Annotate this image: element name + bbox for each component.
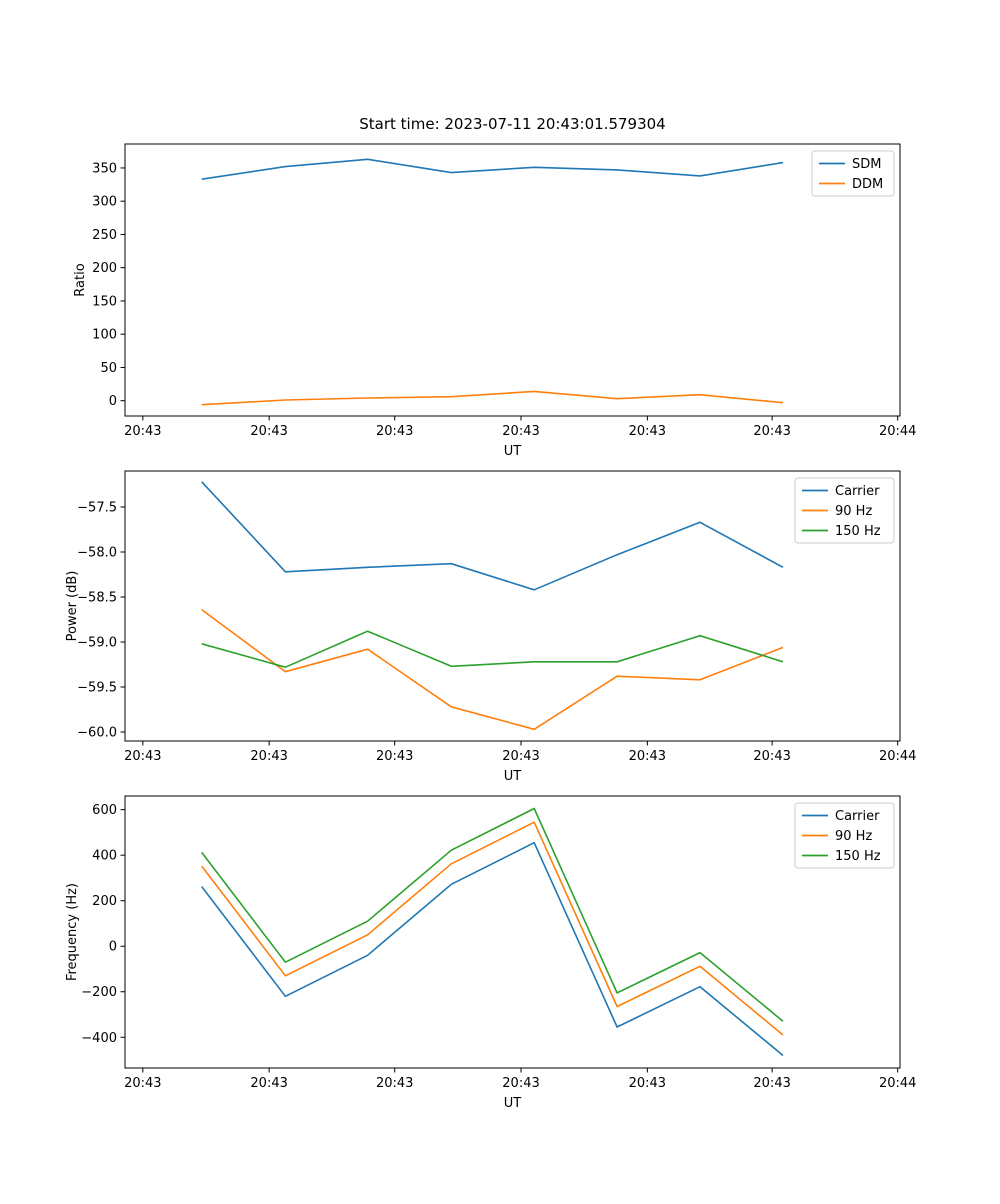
x-axis-label-ut-middle: UT (504, 769, 522, 784)
x-tick-label: 20:43 (250, 424, 287, 439)
series-line-90-hz (201, 608, 784, 731)
legend-label: DDM (852, 177, 883, 192)
x-tick-label: 20:43 (376, 1076, 413, 1091)
y-tick-label: 400 (92, 849, 117, 864)
series-line-ddm (201, 390, 784, 406)
x-tick-label: 20:43 (629, 749, 666, 764)
x-tick-label: 20:43 (502, 1076, 539, 1091)
x-tick-label: 20:43 (629, 1076, 666, 1091)
y-tick-label: 600 (92, 803, 117, 818)
series-line-150-hz (201, 630, 784, 669)
series-line-carrier (201, 481, 784, 591)
x-tick-label: 20:43 (502, 749, 539, 764)
series-line-sdm (201, 158, 784, 180)
x-tick-label: 20:43 (124, 749, 161, 764)
legend-label: Carrier (835, 484, 880, 499)
x-tick-label: 20:43 (250, 749, 287, 764)
y-tick-label: −59.0 (77, 636, 117, 651)
series-line-90-hz (201, 821, 784, 1036)
x-axis-label-ut-top: UT (504, 444, 522, 459)
y-tick-label: −60.0 (77, 726, 117, 741)
x-tick-label: 20:44 (879, 424, 916, 439)
legend-box (794, 477, 895, 544)
y-tick-label: 200 (92, 261, 117, 276)
y-tick-label: 100 (92, 328, 117, 343)
x-tick-label: 20:43 (250, 1076, 287, 1091)
y-tick-label: 0 (109, 394, 117, 409)
y-tick-label: 350 (92, 161, 117, 176)
y-tick-label: 300 (92, 195, 117, 210)
legend-box (794, 802, 895, 869)
x-tick-label: 20:43 (124, 1076, 161, 1091)
y-tick-label: −57.5 (77, 501, 117, 516)
y-tick-label: −400 (81, 1031, 117, 1046)
legend-box (811, 150, 895, 197)
subplot-ratio: 0 50 100 150 200 250 300 350 20:43 20:43 20:43 20:4… (92, 143, 916, 439)
y-tick-label: −59.5 (77, 681, 117, 696)
y-tick-label: −200 (81, 985, 117, 1000)
x-tick-label: 20:43 (124, 424, 161, 439)
legend-label: Carrier (835, 809, 880, 824)
x-tick-label: 20:44 (879, 749, 916, 764)
y-tick-label: 50 (100, 361, 117, 376)
axes-frame (124, 143, 901, 417)
y-tick-label: −58.0 (77, 546, 117, 561)
x-tick-label: 20:43 (376, 424, 413, 439)
y-tick-label: 250 (92, 228, 117, 243)
subplot-frequency: 600 400 200 0 −200 −400 20:43 20:43 20:43 20:43 20… (81, 795, 916, 1091)
y-tick-label: −58.5 (77, 591, 117, 606)
x-tick-label: 20:43 (376, 749, 413, 764)
y-axis-label-ratio: Ratio (73, 263, 88, 296)
y-axis-label-frequency: Frequency (Hz) (65, 883, 80, 981)
axes-frame (124, 795, 901, 1069)
y-tick-label: 0 (109, 940, 117, 955)
legend: SDM DDM (811, 150, 895, 197)
x-tick-label: 20:43 (753, 749, 790, 764)
figure-title: Start time: 2023-07-11 20:43:01.579304 (359, 115, 665, 133)
legend-label: 150 Hz (835, 524, 881, 539)
legend-label: 150 Hz (835, 849, 881, 864)
legend-label: 90 Hz (835, 504, 872, 519)
subplot-power: −57.5 −58.0 −58.5 −59.0 −59.5 −60.0 20:43 20:43… (77, 470, 916, 764)
legend: Carrier 90 Hz 150 Hz (794, 477, 895, 544)
legend-label: 90 Hz (835, 829, 872, 844)
x-tick-label: 20:44 (879, 1076, 916, 1091)
x-tick-label: 20:43 (753, 1076, 790, 1091)
series-line-carrier (201, 841, 784, 1057)
x-tick-label: 20:43 (502, 424, 539, 439)
legend: Carrier 90 Hz 150 Hz (794, 802, 895, 869)
y-tick-label: 200 (92, 894, 117, 909)
x-tick-label: 20:43 (629, 424, 666, 439)
x-tick-label: 20:43 (753, 424, 790, 439)
y-tick-label: 150 (92, 294, 117, 309)
series-line-150-hz (201, 807, 784, 1022)
x-axis-label-ut-bottom: UT (504, 1096, 522, 1111)
legend-label: SDM (852, 157, 881, 172)
y-axis-label-power: Power (dB) (65, 571, 80, 642)
axes-frame (124, 470, 901, 742)
